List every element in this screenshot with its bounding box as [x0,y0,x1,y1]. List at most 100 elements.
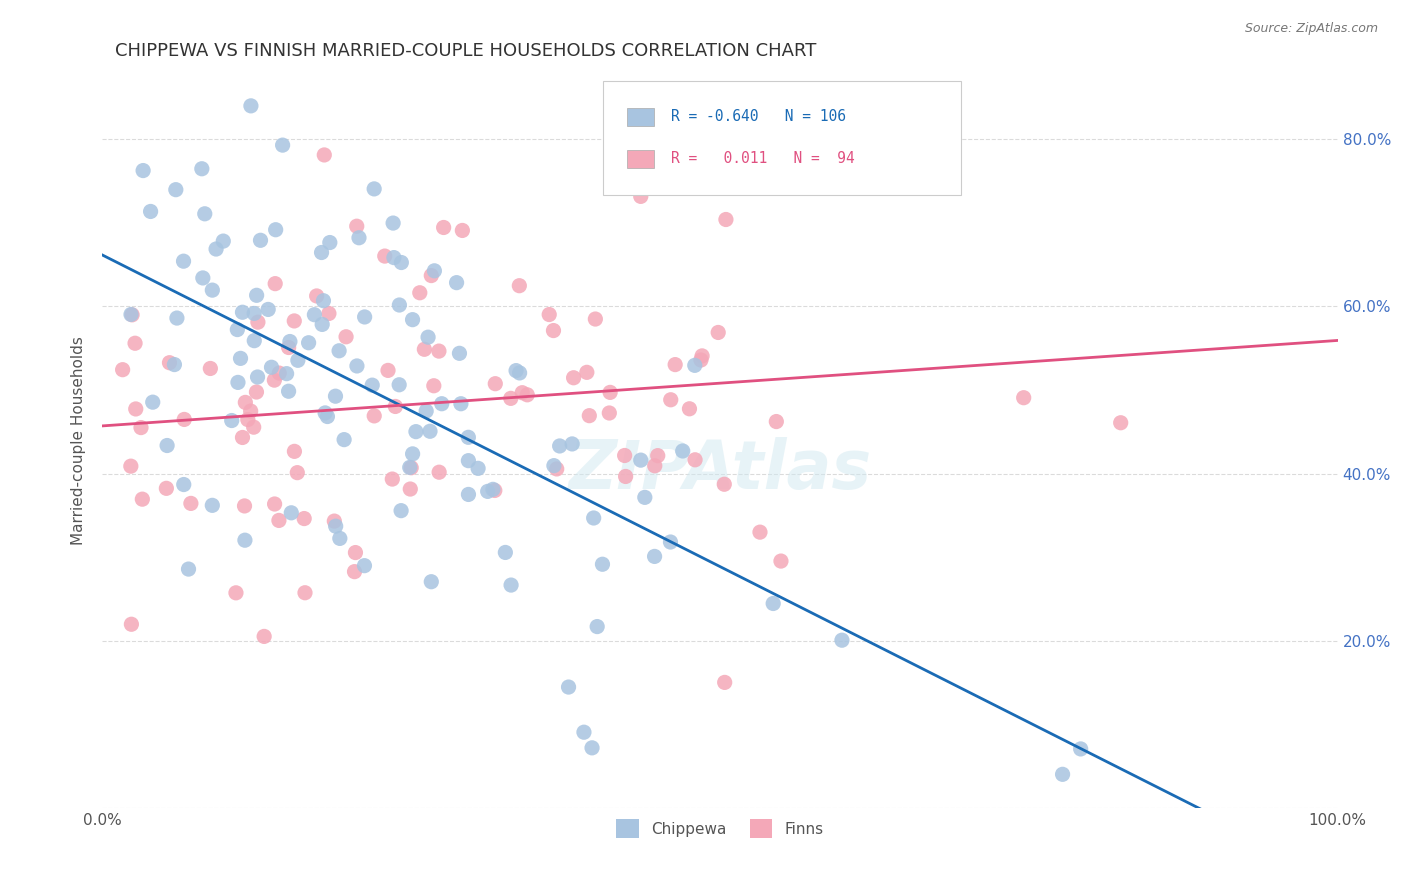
Point [257,302,280,317]
Point [399,460,422,475]
Point [132,163,155,178]
Point [561,437,583,451]
Point [707,326,730,340]
Point [363,182,385,196]
Point [319,235,342,250]
Point [484,483,506,498]
Point [430,397,453,411]
Point [233,395,256,409]
Point [361,378,384,392]
Point [683,359,706,373]
Point [269,366,291,380]
Point [180,496,202,510]
Point [1012,391,1035,405]
Point [155,481,177,495]
Point [659,535,682,549]
Point [305,289,328,303]
Point [484,376,506,391]
Point [423,264,446,278]
Point [226,376,249,390]
Point [416,330,439,344]
Point [283,314,305,328]
Point [347,231,370,245]
Point [243,306,266,320]
Legend: Chippewa, Finns: Chippewa, Finns [610,814,830,844]
Point [388,377,411,392]
Point [329,532,352,546]
Point [477,484,499,499]
Point [789,132,811,146]
Point [249,233,271,247]
Point [131,492,153,507]
Point [1070,742,1092,756]
FancyBboxPatch shape [627,108,654,126]
Point [451,223,474,237]
Point [446,276,468,290]
Point [260,360,283,375]
Point [191,271,214,285]
Text: R = -0.640   N = 106: R = -0.640 N = 106 [671,109,845,124]
Point [263,497,285,511]
Point [678,401,700,416]
Point [239,99,262,113]
Point [280,506,302,520]
Point [264,223,287,237]
Point [508,278,530,293]
FancyBboxPatch shape [627,150,654,168]
Point [120,617,142,632]
Point [194,207,217,221]
Point [294,586,316,600]
Point [546,462,568,476]
Point [409,285,432,300]
Point [494,545,516,559]
Point [124,336,146,351]
Text: ZIPAtlas: ZIPAtlas [568,436,872,502]
Point [246,315,269,329]
Point [659,392,682,407]
Point [382,216,405,230]
Point [509,366,531,380]
Point [333,433,356,447]
Point [165,183,187,197]
Point [353,558,375,573]
Point [173,477,195,491]
Point [591,558,613,572]
Point [420,268,443,283]
Point [427,344,450,359]
Point [572,725,595,739]
Point [120,308,142,322]
Point [245,384,267,399]
Point [205,242,228,256]
Point [457,487,479,501]
Point [163,358,186,372]
Point [242,420,264,434]
Point [690,353,713,368]
Point [271,138,294,153]
Point [831,633,853,648]
Point [292,511,315,525]
Point [398,460,420,475]
Point [325,389,347,403]
Point [353,310,375,324]
Point [231,430,253,444]
Point [312,293,335,308]
Point [246,370,269,384]
Point [413,343,436,357]
Point [548,439,571,453]
Point [389,255,412,269]
Point [263,373,285,387]
Point [233,533,256,548]
Point [314,406,336,420]
Point [156,438,179,452]
Point [311,245,333,260]
Point [285,466,308,480]
Point [644,458,666,473]
Point [630,453,652,467]
Point [343,565,366,579]
Point [201,499,224,513]
Point [634,491,657,505]
Point [399,482,422,496]
Point [325,519,347,533]
Point [328,343,350,358]
Point [749,525,772,540]
